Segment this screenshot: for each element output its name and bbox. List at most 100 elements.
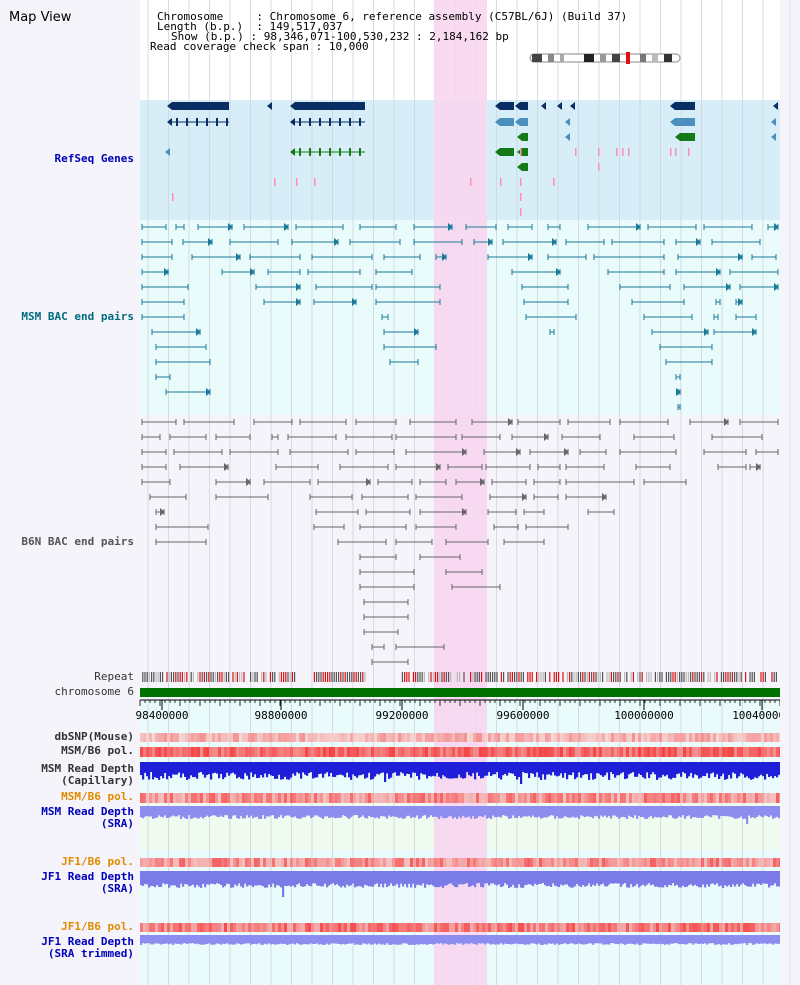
depth-bar [146,806,149,816]
heat-cell [704,858,708,867]
depth-bar [220,762,223,774]
heat-cell [203,858,207,867]
depth-bar [292,806,295,818]
depth-bar [414,935,417,945]
depth-bar [544,935,547,945]
depth-bar [634,871,637,886]
depth-bar [568,762,571,775]
depth-bar [160,871,163,887]
track-label-msm-b6-pol-2[interactable]: MSM/B6 pol. [61,790,134,803]
heat-cell [698,858,702,867]
depth-bar [430,935,433,945]
depth-bar [518,806,521,817]
heat-cell [221,793,225,803]
heat-cell [461,733,465,742]
repeat-mark [569,672,571,682]
heat-cell [524,747,528,757]
track-label-refseq[interactable]: RefSeq Genes [54,152,134,165]
repeat-mark [324,672,326,682]
depth-bar [678,762,681,774]
depth-bar [508,871,511,888]
repeat-mark [597,672,599,682]
heat-cell [716,858,720,867]
depth-bar [238,806,241,819]
depth-bar [190,762,193,776]
heat-cell [722,747,726,757]
repeat-mark [474,672,476,682]
track-label-jf1-depth-trimmed[interactable]: JF1 Read Depth (SRA trimmed) [41,936,134,960]
track-label-jf1-pol-2[interactable]: JF1/B6 pol. [61,920,134,933]
heat-cell [701,733,705,742]
depth-bar [482,935,485,944]
heat-cell [569,793,573,803]
track-label-msm-bac[interactable]: MSM BAC end pairs [21,310,134,323]
track-label-dbsnp[interactable]: dbSNP(Mouse) [54,730,134,743]
depth-bar [436,762,439,773]
depth-bar [548,806,551,817]
depth-bar [752,871,755,884]
heat-cell [581,733,585,742]
track-label-b6n-bac[interactable]: B6N BAC end pairs [21,535,134,548]
depth-bar [208,935,211,944]
heat-cell [416,793,420,803]
depth-bar [450,935,453,945]
depth-bar [492,871,495,884]
show-key: Show (b.p.) [171,30,244,43]
depth-bar [180,806,183,819]
repeat-mark [148,672,150,682]
repeat-mark [239,672,241,682]
heat-cell [431,733,435,742]
depth-bar [594,935,597,944]
track-label-msm-depth-sra[interactable]: MSM Read Depth (SRA) [41,806,134,830]
gene-exon [349,148,351,156]
depth-bar [684,762,687,774]
heat-cell [203,793,207,803]
heat-cell [476,733,480,742]
repeat-mark [406,672,408,682]
gene-exon-block [520,102,528,110]
repeat-mark [285,672,287,682]
depth-bar [534,762,537,777]
heat-cell [413,733,417,742]
ideogram-band [548,54,554,62]
track-label-chromosome[interactable]: chromosome 6 [54,685,134,698]
repeat-mark [335,672,337,682]
heat-cell [668,858,672,867]
heat-cell [350,923,354,932]
heat-cell [554,793,558,803]
heat-cell [338,793,342,803]
depth-bar [354,871,357,888]
repeat-mark [637,672,639,682]
heat-cell [581,923,585,932]
heat-cell [629,793,633,803]
track-label-repeat[interactable]: Repeat [94,670,134,683]
depth-bar [396,806,399,818]
heat-cell [323,923,327,932]
track-label-jf1-pol[interactable]: JF1/B6 pol. [61,855,134,868]
depth-bar [664,871,667,886]
depth-bar [598,871,601,886]
depth-bar [370,806,373,818]
repeat-mark [142,672,144,682]
depth-bar [474,935,477,945]
depth-bar [768,806,771,818]
repeat-mark [274,672,276,682]
gene-arrow [517,163,522,171]
depth-bar [656,806,659,818]
heat-cell [446,733,450,742]
heat-cell [200,793,204,803]
repeat-mark [318,672,320,682]
heat-cell [332,923,336,932]
track-label-msm-b6-pol[interactable]: MSM/B6 pol. [61,744,134,757]
track-label-msm-depth-capillary[interactable]: MSM Read Depth (Capillary) [41,763,134,787]
track-label-jf1-depth-sra[interactable]: JF1 Read Depth (SRA) [41,871,134,895]
repeat-mark [727,672,729,682]
heat-cell [377,923,381,932]
heat-cell [608,747,612,757]
heat-cell [392,923,396,932]
heat-cell [656,793,660,803]
depth-bar [610,871,613,884]
heat-cell [668,793,672,803]
depth-bar [222,762,225,780]
